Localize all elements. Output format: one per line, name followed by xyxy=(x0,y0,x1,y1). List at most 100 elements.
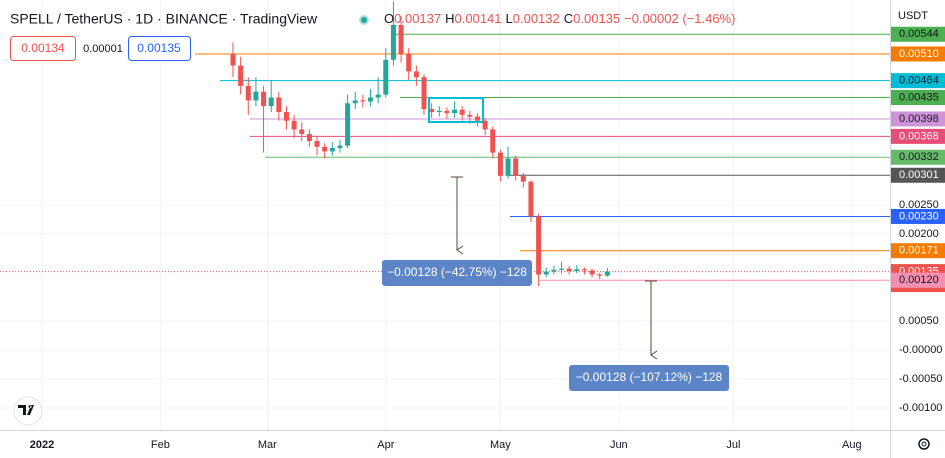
level-label: 0.00398 xyxy=(899,113,939,125)
candle-body xyxy=(245,85,251,101)
y-tick-label: -0.00100 xyxy=(899,402,942,414)
y-tick-label: -0.00050 xyxy=(899,373,942,385)
price-axis: 0.00250 0.00200 0.00050 -0.00000 -0.00050 -0.… xyxy=(891,26,945,414)
candles xyxy=(230,1,610,287)
candle-body xyxy=(429,109,435,112)
candle-body xyxy=(261,91,267,107)
candle-body xyxy=(505,158,511,176)
candle-body xyxy=(421,77,427,110)
level-label: 0.00301 xyxy=(899,169,939,181)
level-tag xyxy=(891,243,945,259)
candle-body xyxy=(513,158,519,176)
level-label: 0.00368 xyxy=(899,130,939,142)
level-label: 0.00230 xyxy=(899,210,939,222)
candle-body xyxy=(368,97,374,102)
level-label: 0.00171 xyxy=(899,245,939,257)
candle-body xyxy=(337,145,343,148)
ohlc-key: L xyxy=(506,11,513,26)
candle-body xyxy=(390,24,396,60)
candle-body xyxy=(276,97,282,112)
spread: 0.00001 xyxy=(83,43,123,55)
ohlc-value: 0.00132 xyxy=(513,11,560,26)
level-label: 0.00332 xyxy=(899,151,939,163)
change: −0.00002 (−1.46%) xyxy=(624,11,735,26)
candle-body xyxy=(406,53,412,72)
candle-body xyxy=(322,146,328,152)
candle-body xyxy=(459,109,465,115)
candle-body xyxy=(230,53,236,66)
candle-body xyxy=(253,91,259,101)
settings-icon[interactable] xyxy=(918,438,930,450)
measure-label-box xyxy=(382,260,532,286)
candle-body xyxy=(528,181,534,217)
ohlc-key: H xyxy=(445,11,454,26)
candle-body xyxy=(383,59,389,95)
level-tag xyxy=(891,167,945,183)
candle-body xyxy=(360,100,366,102)
level-tag xyxy=(891,89,945,105)
ohlc-key: C xyxy=(564,11,573,26)
candle-body xyxy=(413,71,419,78)
sell-price[interactable]: 0.00134 xyxy=(21,41,65,55)
currency[interactable]: USDT xyxy=(898,10,928,22)
candle-body xyxy=(497,152,503,176)
level-tag xyxy=(891,128,945,144)
candle-body xyxy=(436,110,442,112)
candle-body xyxy=(474,116,480,121)
level-tag xyxy=(891,111,945,127)
candle-body xyxy=(375,94,381,98)
ohlc: O0.00137 H0.00141 L0.00132 C0.00135 −0.00002… xyxy=(384,11,735,26)
time-axis: 2022 Feb Mar Apr May Jun Jul Aug xyxy=(30,439,862,451)
level-label: 0.00510 xyxy=(899,48,939,60)
x-tick-label: Aug xyxy=(842,439,862,451)
candle-body xyxy=(283,111,289,121)
sell-button[interactable] xyxy=(10,36,76,61)
level-label: 0.00120 xyxy=(899,274,939,286)
status-dot xyxy=(361,17,367,23)
candle-body xyxy=(444,110,450,114)
x-tick-label: Jun xyxy=(610,439,628,451)
level-label: 0.00544 xyxy=(899,28,939,40)
candle-body xyxy=(299,129,305,135)
candle-body xyxy=(589,270,595,275)
candle-body xyxy=(482,120,488,130)
x-tick-label: May xyxy=(490,439,511,451)
candle-body xyxy=(551,269,557,272)
level-tag xyxy=(891,26,945,42)
symbol: SPELL / TetherUS · 1D · BINANCE · Tradin… xyxy=(10,11,318,27)
x-tick-label: Jul xyxy=(726,439,740,451)
candle-body xyxy=(238,65,244,86)
candle-body xyxy=(268,97,274,107)
y-tick-label: 0.00250 xyxy=(899,199,939,211)
candle-body xyxy=(520,175,526,182)
candle-body xyxy=(306,134,312,142)
candle-body xyxy=(604,271,610,276)
candle-body xyxy=(566,268,572,271)
x-tick-label: 2022 xyxy=(30,439,54,451)
level-label: 0.00435 xyxy=(899,91,939,103)
level-tag xyxy=(891,272,945,288)
buy-button[interactable] xyxy=(128,36,191,61)
candle-body xyxy=(574,269,580,271)
ohlc-value: 0.00135 xyxy=(573,11,620,26)
buy-price[interactable]: 0.00135 xyxy=(137,41,181,55)
candle-body xyxy=(490,129,496,153)
candle-body xyxy=(345,103,351,146)
measure-label-box xyxy=(569,365,729,391)
y-tick-label: -0.00000 xyxy=(899,344,942,356)
measure-label: −0.00128 (−107.12%) −128 xyxy=(576,370,723,384)
range-box xyxy=(428,97,484,123)
candle-body xyxy=(467,114,473,117)
candle-body xyxy=(597,274,603,276)
grid xyxy=(0,0,890,430)
candle-body xyxy=(352,100,358,104)
candle-body xyxy=(452,109,458,114)
ohlc-value: 0.00137 xyxy=(394,11,441,26)
candle-body xyxy=(314,141,320,147)
ohlc-key: O xyxy=(384,11,394,26)
level-tag xyxy=(891,46,945,62)
level-tag xyxy=(891,73,945,89)
